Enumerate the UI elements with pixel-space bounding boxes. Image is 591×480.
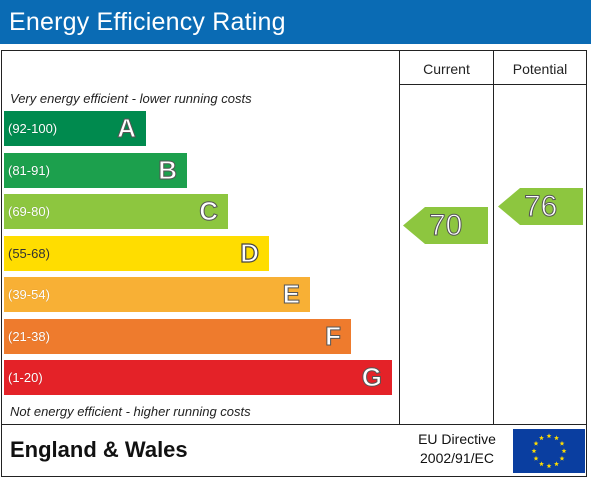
band-letter: D [240,237,260,268]
band-e: (39-54) E [4,277,310,312]
band-letter: A [117,113,137,144]
arrow-shape [403,207,488,244]
eu-flag-icon [513,429,585,473]
band-f: (21-38) F [4,319,351,354]
band-letter: G [361,362,382,393]
band-letter: E [282,279,300,310]
band-letter: F [325,321,342,352]
eu-star [539,435,544,441]
eu-star [561,448,567,454]
divider-footer-row [1,424,587,425]
band-d: (55-68) D [4,236,269,271]
eu-star [533,440,539,446]
divider-potential [493,50,494,424]
arrow-shape [498,188,583,225]
band-range-label: (81-91) [8,163,50,178]
column-header-potential: Potential [512,61,568,77]
arrow-polygon [498,188,583,225]
note-top: Very energy efficient - lower running co… [10,91,252,106]
band-c: (69-80) C [4,194,228,229]
eu-star [531,448,537,454]
region-label: England & Wales [10,437,188,462]
chart-frame [1,50,587,477]
arrow-value: 76 [523,190,558,224]
band-range-label: (1-20) [8,370,43,385]
divider-header-row [399,84,587,85]
band-b: (81-91) B [4,153,187,188]
arrow-current: 70 [403,207,488,244]
band-range-label: (55-68) [8,246,50,261]
band-range-label: (69-80) [8,204,50,219]
eu-star [554,461,559,467]
band-letter: B [158,155,178,186]
eu-star [559,455,565,461]
arrow-value: 70 [428,209,463,243]
band-a: (92-100) A [4,111,146,146]
band-range-label: (92-100) [8,121,58,136]
eu-stars-icon [531,433,567,469]
eu-directive: EU Directive 2002/91/EC [405,430,509,468]
eu-star [559,440,565,446]
eu-star [546,463,552,469]
eu-star [546,433,552,439]
eu-directive-line1: EU Directive [418,431,496,447]
header-bar: Energy Efficiency Rating [0,0,591,44]
band-letter: C [199,196,219,227]
eu-star [554,435,559,441]
note-bottom: Not energy efficient - higher running co… [10,404,251,419]
column-header-current: Current [423,61,470,77]
eu-star [539,461,544,467]
band-range-label: (21-38) [8,329,50,344]
divider-current [399,50,400,424]
arrow-polygon [403,207,488,244]
eu-star [533,455,539,461]
arrow-potential: 76 [498,188,583,225]
eu-directive-line2: 2002/91/EC [420,450,494,466]
band-g: (1-20) G [4,360,392,395]
band-range-label: (39-54) [8,287,50,302]
page-title: Energy Efficiency Rating [9,8,286,36]
